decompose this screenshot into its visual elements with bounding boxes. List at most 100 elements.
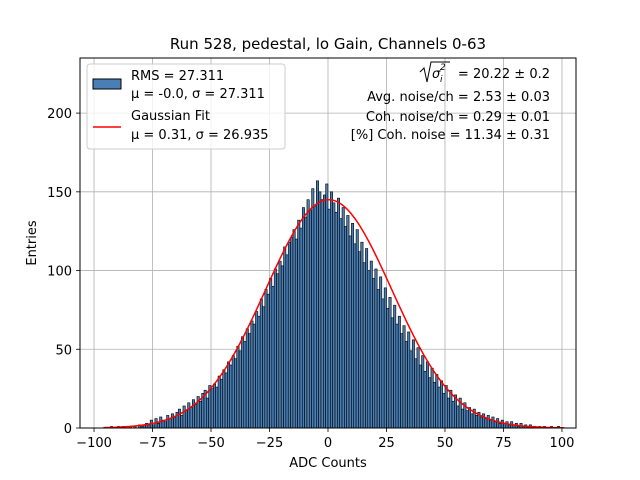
svg-text:i: i xyxy=(440,75,443,85)
histogram-bar xyxy=(241,336,245,429)
y-axis-ticks: 0 50 100 150 200 xyxy=(47,107,80,437)
histogram-bar xyxy=(217,375,221,429)
histogram-bar xyxy=(388,297,392,429)
histogram-bar xyxy=(360,241,364,429)
histogram-bar xyxy=(308,210,312,429)
histogram-bar xyxy=(489,419,493,429)
histogram-bar xyxy=(245,328,249,429)
histogram-bar xyxy=(294,238,298,429)
chart-title: Run 528, pedestal, lo Gain, Channels 0-6… xyxy=(170,35,486,53)
histogram-bar xyxy=(297,219,301,429)
histogram-bar xyxy=(227,361,231,429)
histogram-bar xyxy=(376,289,380,429)
histogram-bar xyxy=(210,388,214,429)
histogram-bar xyxy=(334,211,338,429)
annotation-coh-noise-percent: [%] Coh. noise = 11.34 ± 0.31 xyxy=(351,128,550,143)
histogram-bar xyxy=(432,382,436,429)
histogram-bar xyxy=(484,418,488,429)
histogram-bar xyxy=(273,268,277,429)
x-tick-label: −75 xyxy=(139,436,166,451)
histogram-bar xyxy=(255,311,259,429)
histogram-bar xyxy=(206,397,209,429)
histogram-bar xyxy=(447,397,450,429)
histogram-bar xyxy=(159,416,163,429)
histogram-bar xyxy=(280,265,284,429)
histogram-bar xyxy=(372,278,376,429)
histogram-bar xyxy=(379,276,383,429)
histogram-bar xyxy=(362,262,366,429)
histogram-bar xyxy=(421,355,425,429)
histogram-bar xyxy=(461,408,464,429)
histogram-bar xyxy=(299,227,303,429)
histogram-bar xyxy=(465,410,469,429)
histogram-bar xyxy=(184,410,188,429)
y-tick-label: 200 xyxy=(47,107,72,122)
histogram-bar xyxy=(285,254,289,429)
x-tick-label: 50 xyxy=(437,436,454,451)
legend: RMS = 27.311 μ = -0.0, σ = 27.311 Gaussi… xyxy=(86,63,286,150)
histogram-bar xyxy=(177,408,181,429)
histogram-bar xyxy=(386,308,390,429)
histogram-bar xyxy=(505,421,509,429)
svg-text:σ: σ xyxy=(432,67,441,82)
histogram-bar xyxy=(215,386,219,429)
histogram-bar xyxy=(264,289,268,429)
histogram-bar xyxy=(290,237,294,429)
histogram-bar xyxy=(301,207,305,429)
histogram-bar xyxy=(168,418,172,429)
histogram-bar xyxy=(355,229,359,429)
histogram-bar xyxy=(491,416,495,429)
x-tick-label: 25 xyxy=(378,436,395,451)
histogram-bar xyxy=(236,345,240,429)
histogram-bar xyxy=(486,415,490,429)
histogram-bar xyxy=(500,419,504,429)
histogram-bar xyxy=(278,260,282,429)
annotation-sqrt-sigma-value: = 20.22 ± 0.2 xyxy=(458,67,550,82)
histogram-bar xyxy=(341,207,345,429)
annotation-coh-noise: Coh. noise/ch = 0.29 ± 0.01 xyxy=(366,110,550,125)
histogram-bar xyxy=(238,350,242,429)
histogram-bar xyxy=(287,241,291,429)
histogram-bar xyxy=(395,323,399,429)
histogram-bar xyxy=(311,188,315,429)
histogram-bar xyxy=(166,415,170,429)
histogram-bar xyxy=(407,331,411,429)
histogram-bar xyxy=(346,215,350,429)
histogram-bar xyxy=(423,371,427,429)
histogram-bar xyxy=(332,202,336,429)
histogram-bar xyxy=(234,358,238,429)
x-tick-label: −25 xyxy=(256,436,283,451)
x-tick-label: −100 xyxy=(76,436,112,451)
histogram-bar xyxy=(479,416,483,429)
histogram-bar xyxy=(365,248,369,429)
histogram-bar xyxy=(430,367,434,429)
x-tick-label: 0 xyxy=(324,436,332,451)
histogram-bar xyxy=(435,374,439,429)
histogram-bar xyxy=(313,205,317,429)
histogram-bar xyxy=(444,385,448,429)
histogram-bar xyxy=(440,380,443,429)
histogram-bar xyxy=(353,243,357,429)
histogram-bar xyxy=(367,270,371,429)
histogram-bar xyxy=(383,287,387,429)
histogram-bar xyxy=(381,298,385,429)
histogram-bar xyxy=(250,320,254,429)
histogram-bar xyxy=(454,394,457,429)
gaussian-fit-curve xyxy=(103,198,565,429)
histogram-bar xyxy=(442,393,446,429)
histogram-bar xyxy=(416,347,420,429)
histogram-bar xyxy=(222,369,226,429)
histogram-bar xyxy=(283,246,287,429)
legend-label-histogram-stats: μ = -0.0, σ = 27.311 xyxy=(131,87,265,102)
legend-label-histogram: RMS = 27.311 xyxy=(131,69,224,84)
histogram-bar xyxy=(498,422,502,429)
legend-label-fit-stats: μ = 0.31, σ = 26.935 xyxy=(131,128,269,143)
histogram-bar xyxy=(173,416,177,429)
annotation-sqrt-sigma-symbol: σ 2 i xyxy=(419,61,450,85)
histogram-bar xyxy=(213,383,216,429)
histogram-bar xyxy=(189,407,193,429)
histogram-bar xyxy=(199,400,202,429)
histogram-bar xyxy=(428,377,432,429)
histogram-bar xyxy=(180,415,184,429)
